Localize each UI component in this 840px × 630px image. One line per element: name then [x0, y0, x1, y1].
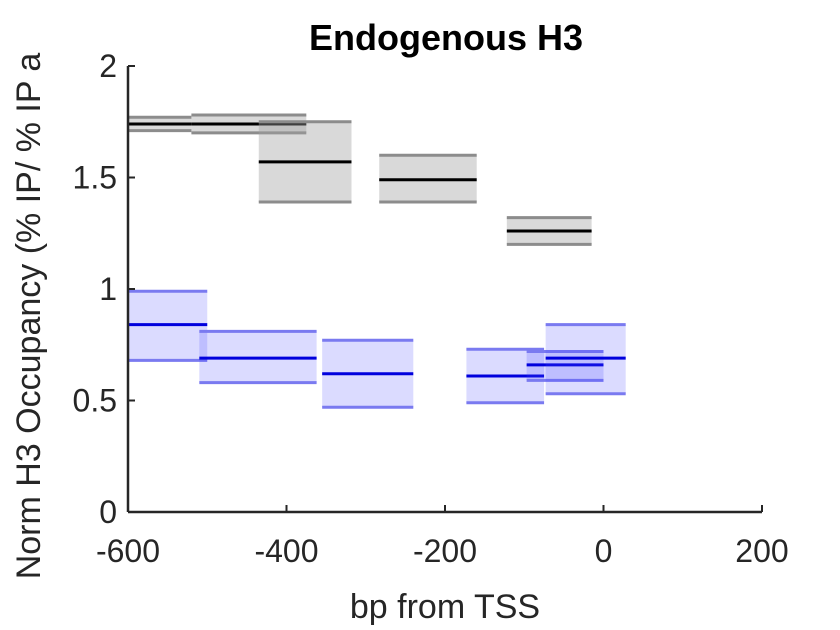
- range-box: [466, 347, 545, 405]
- x-tick-label: -200: [413, 533, 477, 569]
- series-black: [128, 113, 592, 246]
- range-box: [506, 216, 592, 246]
- x-tick-label: 0: [595, 533, 613, 569]
- plot-area: [128, 113, 626, 409]
- y-tick-label: 2: [99, 48, 117, 84]
- range-box: [199, 329, 317, 385]
- x-tick-label: -600: [96, 533, 160, 569]
- x-axis-label: bp from TSS: [350, 588, 540, 626]
- range-box: [322, 338, 414, 409]
- chart-title: Endogenous H3: [309, 17, 583, 58]
- y-tick-label: 0: [99, 494, 117, 530]
- x-tick-label: 200: [735, 533, 788, 569]
- range-box: [379, 153, 477, 204]
- range-box: [526, 349, 604, 382]
- series-blue: [128, 289, 626, 409]
- range-box: [128, 289, 208, 362]
- y-tick-label: 1: [99, 271, 117, 307]
- y-tick-label: 1.5: [73, 160, 117, 196]
- x-tick-label: -400: [254, 533, 318, 569]
- range-box: [545, 323, 626, 396]
- y-axis-label: Norm H3 Occupancy (% IP/ % IP a: [10, 53, 48, 580]
- tick-labels: -600 -400 -200 0 200 0 0.5 1 1.5 2: [73, 48, 789, 569]
- range-box: [258, 120, 352, 204]
- y-tick-label: 0.5: [73, 383, 117, 419]
- range-box: [191, 113, 307, 135]
- range-box: [128, 115, 192, 133]
